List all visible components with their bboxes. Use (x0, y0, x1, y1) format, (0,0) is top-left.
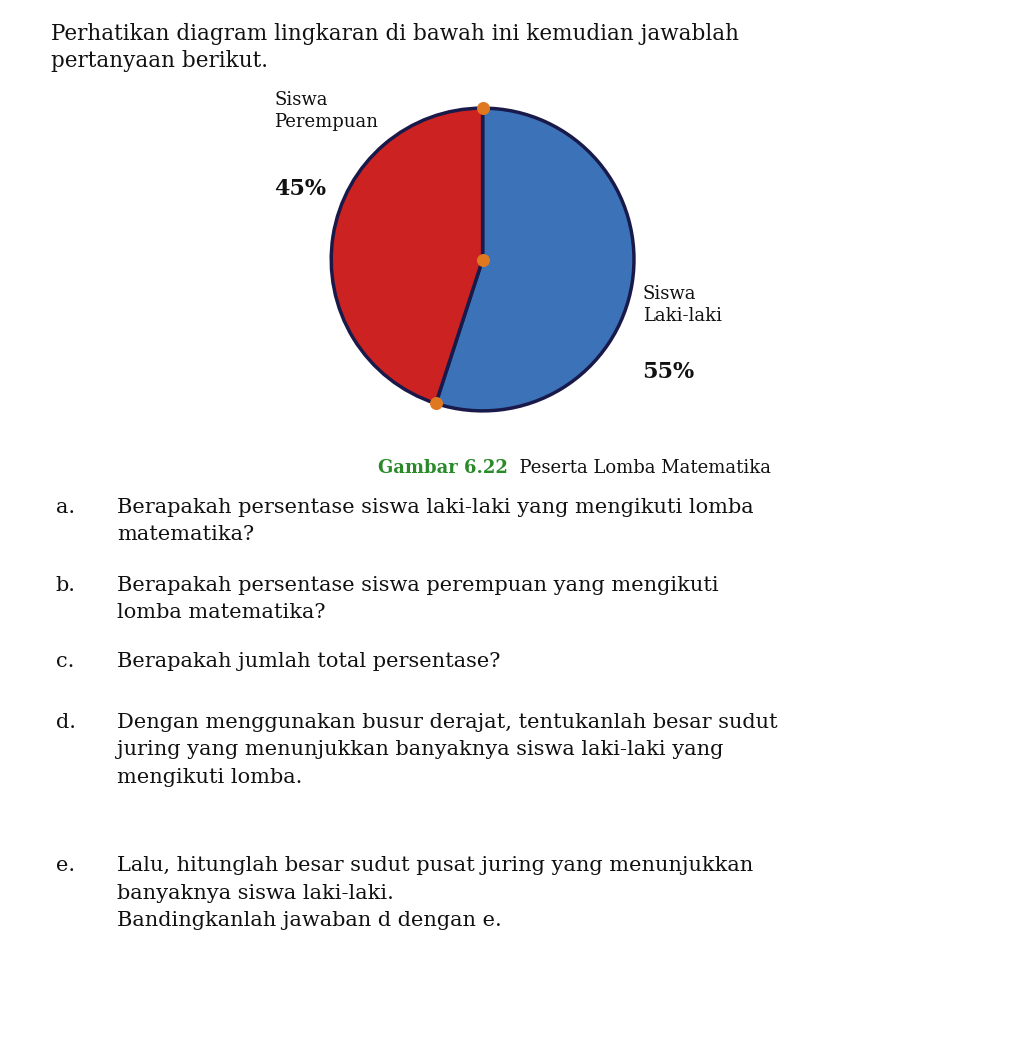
Text: Lalu, hitunglah besar sudut pusat juring yang menunjukkan
banyaknya siswa laki-l: Lalu, hitunglah besar sudut pusat juring… (117, 856, 753, 930)
Text: Peserta Lomba Matematika: Peserta Lomba Matematika (508, 459, 771, 476)
Text: Gambar 6.22: Gambar 6.22 (378, 459, 508, 476)
Text: pertanyaan berikut.: pertanyaan berikut. (51, 50, 268, 72)
Text: b.: b. (56, 576, 76, 595)
Text: Siswa
Perempuan: Siswa Perempuan (274, 90, 378, 131)
Text: a.: a. (56, 498, 75, 517)
Text: Berapakah persentase siswa laki-laki yang mengikuti lomba
matematika?: Berapakah persentase siswa laki-laki yan… (117, 498, 754, 545)
Wedge shape (436, 108, 634, 411)
Text: 55%: 55% (642, 361, 695, 383)
Wedge shape (331, 108, 483, 404)
Text: Dengan menggunakan busur derajat, tentukanlah besar sudut
juring yang menunjukka: Dengan menggunakan busur derajat, tentuk… (117, 713, 777, 787)
Text: Perhatikan diagram lingkaran di bawah ini kemudian jawablah: Perhatikan diagram lingkaran di bawah in… (51, 23, 739, 45)
Text: Berapakah persentase siswa perempuan yang mengikuti
lomba matematika?: Berapakah persentase siswa perempuan yan… (117, 576, 718, 623)
Point (428, 395, 444, 412)
Text: e.: e. (56, 856, 75, 875)
Text: Siswa
Laki-laki: Siswa Laki-laki (642, 284, 721, 325)
Text: Berapakah jumlah total persentase?: Berapakah jumlah total persentase? (117, 652, 500, 671)
Point (474, 100, 491, 116)
Text: 45%: 45% (274, 177, 326, 199)
Point (474, 251, 491, 268)
Text: c.: c. (56, 652, 74, 671)
Text: d.: d. (56, 713, 76, 732)
